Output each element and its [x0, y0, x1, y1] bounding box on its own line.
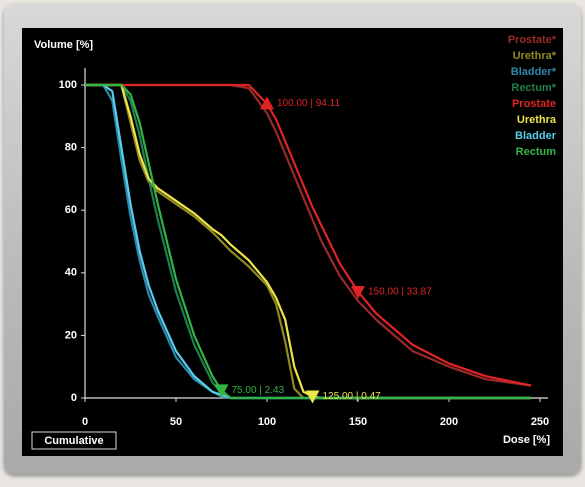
x-tick-label: 200 [440, 416, 458, 428]
marker-label: 75.00 | 2.43 [232, 385, 285, 396]
x-axis-label: Dose [%] [503, 434, 550, 446]
y-tick-label: 20 [65, 329, 77, 341]
screen [22, 28, 563, 456]
marker-label: 125.00 | 0.47 [323, 391, 382, 402]
dvh-line [85, 83, 532, 387]
legend-entry: Bladder [515, 130, 557, 142]
y-tick-label: 0 [71, 392, 77, 404]
x-tick-label: 50 [170, 416, 182, 428]
legend-entry: Rectum [516, 146, 557, 158]
y-tick-label: 100 [59, 79, 77, 91]
mode-button-label[interactable]: Cumulative [44, 435, 103, 447]
legend-entry: Bladder* [511, 66, 557, 78]
marker [305, 390, 320, 404]
y-tick-label: 40 [65, 267, 77, 279]
mode-button[interactable] [31, 431, 117, 450]
x-tick-label: 100 [258, 416, 276, 428]
legend-entry: Prostate [512, 98, 556, 110]
marker-label: 150.00 | 33.87 [368, 287, 432, 298]
x-tick-label: 250 [531, 416, 549, 428]
legend-entry: Prostate* [508, 34, 557, 46]
legend-entry: Urethra* [513, 50, 557, 62]
x-tick-label: 0 [82, 416, 88, 428]
y-axis-label: Volume [%] [34, 39, 93, 51]
marker [214, 384, 229, 398]
y-tick-label: 60 [65, 204, 77, 216]
dvh-line [85, 83, 531, 400]
legend-entry: Urethra [517, 114, 557, 126]
marker-label: 100.00 | 94.11 [277, 98, 340, 109]
marker [351, 285, 365, 299]
legend-entry: Rectum* [511, 82, 556, 94]
y-tick-label: 80 [65, 142, 77, 154]
marker [260, 96, 274, 110]
x-tick-label: 150 [349, 416, 367, 428]
